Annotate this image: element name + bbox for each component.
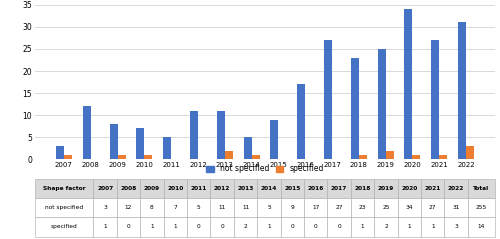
Bar — [190, 111, 198, 159]
Bar — [64, 155, 72, 159]
Bar — [225, 151, 233, 159]
Bar — [439, 155, 448, 159]
Bar — [386, 151, 394, 159]
Bar — [466, 146, 474, 159]
Bar — [458, 22, 466, 159]
Bar — [163, 137, 171, 159]
Bar — [110, 124, 118, 159]
Bar — [431, 40, 439, 159]
Bar — [144, 155, 152, 159]
Legend: not specified, specified: not specified, specified — [206, 164, 324, 174]
Bar — [404, 9, 412, 159]
Bar — [324, 40, 332, 159]
Bar — [297, 84, 305, 159]
Bar — [118, 155, 126, 159]
Bar — [136, 128, 144, 159]
Bar — [378, 49, 386, 159]
Bar — [252, 155, 260, 159]
Bar — [244, 137, 252, 159]
Bar — [56, 146, 64, 159]
Bar — [412, 155, 420, 159]
Bar — [216, 111, 225, 159]
Bar — [270, 120, 278, 159]
Bar — [82, 106, 91, 159]
Bar — [359, 155, 367, 159]
Bar — [351, 58, 359, 159]
